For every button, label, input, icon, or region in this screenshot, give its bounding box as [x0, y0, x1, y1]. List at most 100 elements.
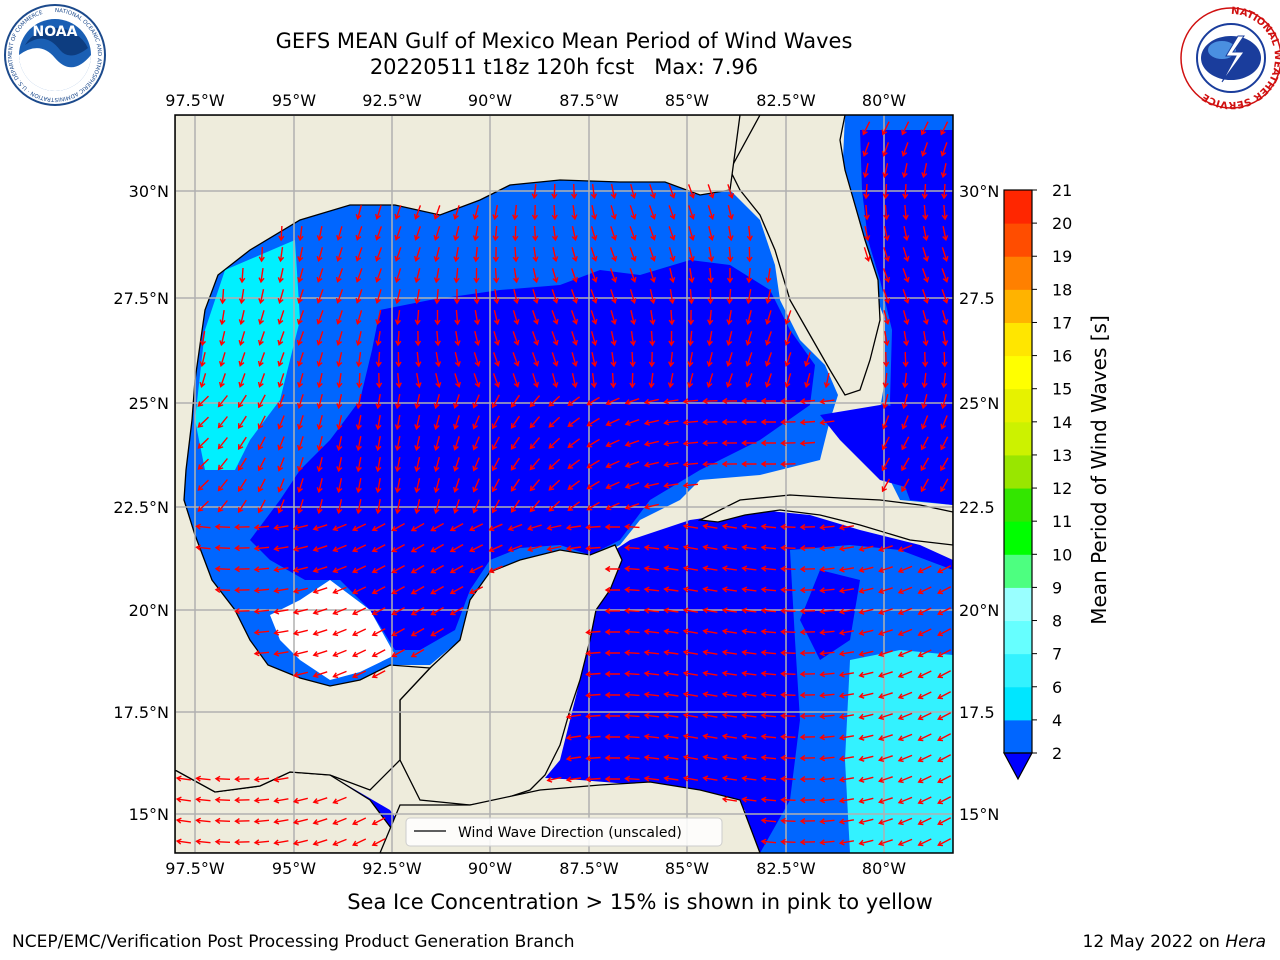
wave-direction-arrow [780, 523, 796, 530]
wave-direction-arrow [430, 564, 444, 574]
wave-direction-arrow [663, 775, 679, 782]
wave-direction-arrow [920, 415, 929, 430]
wave-direction-arrow [727, 225, 734, 242]
wave-direction-arrow [433, 457, 440, 473]
wave-direction-arrow [708, 226, 715, 242]
wave-direction-arrow [838, 818, 855, 825]
wave-direction-arrow [493, 331, 500, 346]
wave-direction-arrow [532, 310, 539, 325]
colorbar-segment [1004, 554, 1032, 588]
wave-direction-arrow [491, 436, 500, 451]
wave-direction-arrow [548, 416, 561, 428]
wave-direction-arrow [702, 523, 718, 530]
wave-direction-arrow [332, 796, 347, 805]
wave-direction-arrow [858, 734, 874, 741]
wave-direction-arrow [512, 246, 519, 263]
wave-direction-arrow [238, 352, 246, 367]
colorbar-tick-label: 9 [1052, 578, 1062, 597]
wave-direction-arrow [745, 310, 752, 326]
wave-direction-arrow [355, 477, 362, 494]
wave-direction-arrow [682, 523, 699, 530]
wave-direction-arrow [604, 712, 620, 720]
wave-direction-arrow [336, 478, 343, 494]
colorbar-segment [1004, 521, 1032, 555]
wave-direction-arrow [799, 776, 816, 783]
wave-direction-arrow [453, 226, 460, 242]
wave-direction-arrow [335, 268, 344, 283]
lat-labels-left: 30°N 27.5°N 25°N 22.5°N 20°N 17.5°N 15°N [113, 182, 169, 824]
wave-direction-arrow [414, 457, 421, 473]
wave-direction-arrow [741, 439, 757, 447]
wave-direction-arrow [917, 586, 932, 595]
wave-direction-arrow [682, 461, 699, 468]
wave-direction-arrow [586, 480, 600, 490]
wave-direction-arrow [624, 607, 640, 614]
wave-direction-arrow [682, 586, 699, 593]
wave-direction-arrow [819, 839, 835, 846]
wave-direction-arrow [610, 310, 617, 325]
wave-direction-arrow [823, 372, 830, 389]
wave-direction-arrow [881, 457, 891, 472]
wave-direction-arrow [257, 394, 266, 409]
wave-direction-arrow [668, 226, 676, 241]
wave-direction-arrow [491, 457, 500, 472]
wave-direction-arrow [585, 713, 601, 720]
wave-direction-arrow [883, 226, 890, 242]
wave-direction-arrow [858, 671, 874, 678]
wave-direction-arrow [624, 440, 640, 447]
wave-direction-arrow [838, 608, 855, 615]
wave-direction-arrow [585, 545, 601, 552]
wave-direction-arrow [529, 395, 541, 408]
wave-direction-arrow [253, 545, 270, 552]
wave-direction-arrow [799, 398, 816, 405]
wave-direction-arrow [253, 587, 270, 594]
wave-direction-arrow [197, 416, 209, 428]
wave-direction-arrow [649, 309, 656, 326]
wave-direction-arrow [214, 838, 231, 845]
wave-direction-arrow [352, 565, 367, 574]
wave-direction-arrow [883, 289, 891, 304]
wave-direction-arrow [605, 481, 620, 490]
wave-direction-arrow [878, 629, 893, 636]
wave-direction-arrow [799, 755, 816, 762]
wave-direction-arrow [278, 225, 285, 242]
wave-direction-arrow [336, 436, 343, 452]
wave-direction-arrow [883, 330, 890, 347]
lat-label: 22.5°N [113, 498, 169, 517]
wave-direction-arrow [649, 289, 656, 305]
wave-direction-arrow [371, 607, 386, 616]
wave-direction-arrow [395, 372, 402, 389]
wave-direction-arrow [472, 478, 480, 493]
wave-direction-arrow [551, 352, 559, 367]
wave-direction-arrow [414, 394, 421, 410]
wave-direction-arrow [604, 754, 620, 762]
map-plot: Wind Wave Direction (unscaled) [175, 115, 953, 853]
wave-direction-arrow [374, 247, 383, 262]
wave-direction-arrow [469, 586, 484, 595]
wave-direction-arrow [707, 205, 715, 220]
wave-direction-arrow [702, 586, 718, 593]
wave-direction-arrow [649, 184, 656, 199]
wave-direction-arrow [585, 692, 601, 699]
wave-direction-arrow [643, 670, 660, 677]
lon-label: 85°W [665, 91, 709, 110]
wave-direction-arrow [682, 775, 699, 782]
wave-direction-arrow [937, 796, 952, 805]
wave-direction-arrow [610, 331, 617, 347]
wave-direction-arrow [780, 607, 796, 614]
wave-direction-arrow [469, 544, 484, 553]
wave-direction-arrow [643, 461, 659, 468]
colorbar-segment [1004, 653, 1032, 688]
wave-direction-arrow [721, 418, 738, 426]
wave-direction-arrow [858, 818, 874, 825]
wave-direction-arrow [901, 394, 908, 410]
wave-direction-arrow [605, 418, 620, 427]
wave-direction-arrow [643, 628, 660, 635]
wave-direction-arrow [277, 499, 285, 514]
wave-direction-arrow [375, 310, 382, 326]
colorbar-tick-label: 17 [1052, 313, 1072, 332]
wave-direction-arrow [721, 565, 738, 572]
wave-direction-arrow [937, 817, 952, 826]
wave-direction-arrow [336, 415, 343, 431]
wave-direction-arrow [610, 183, 617, 200]
